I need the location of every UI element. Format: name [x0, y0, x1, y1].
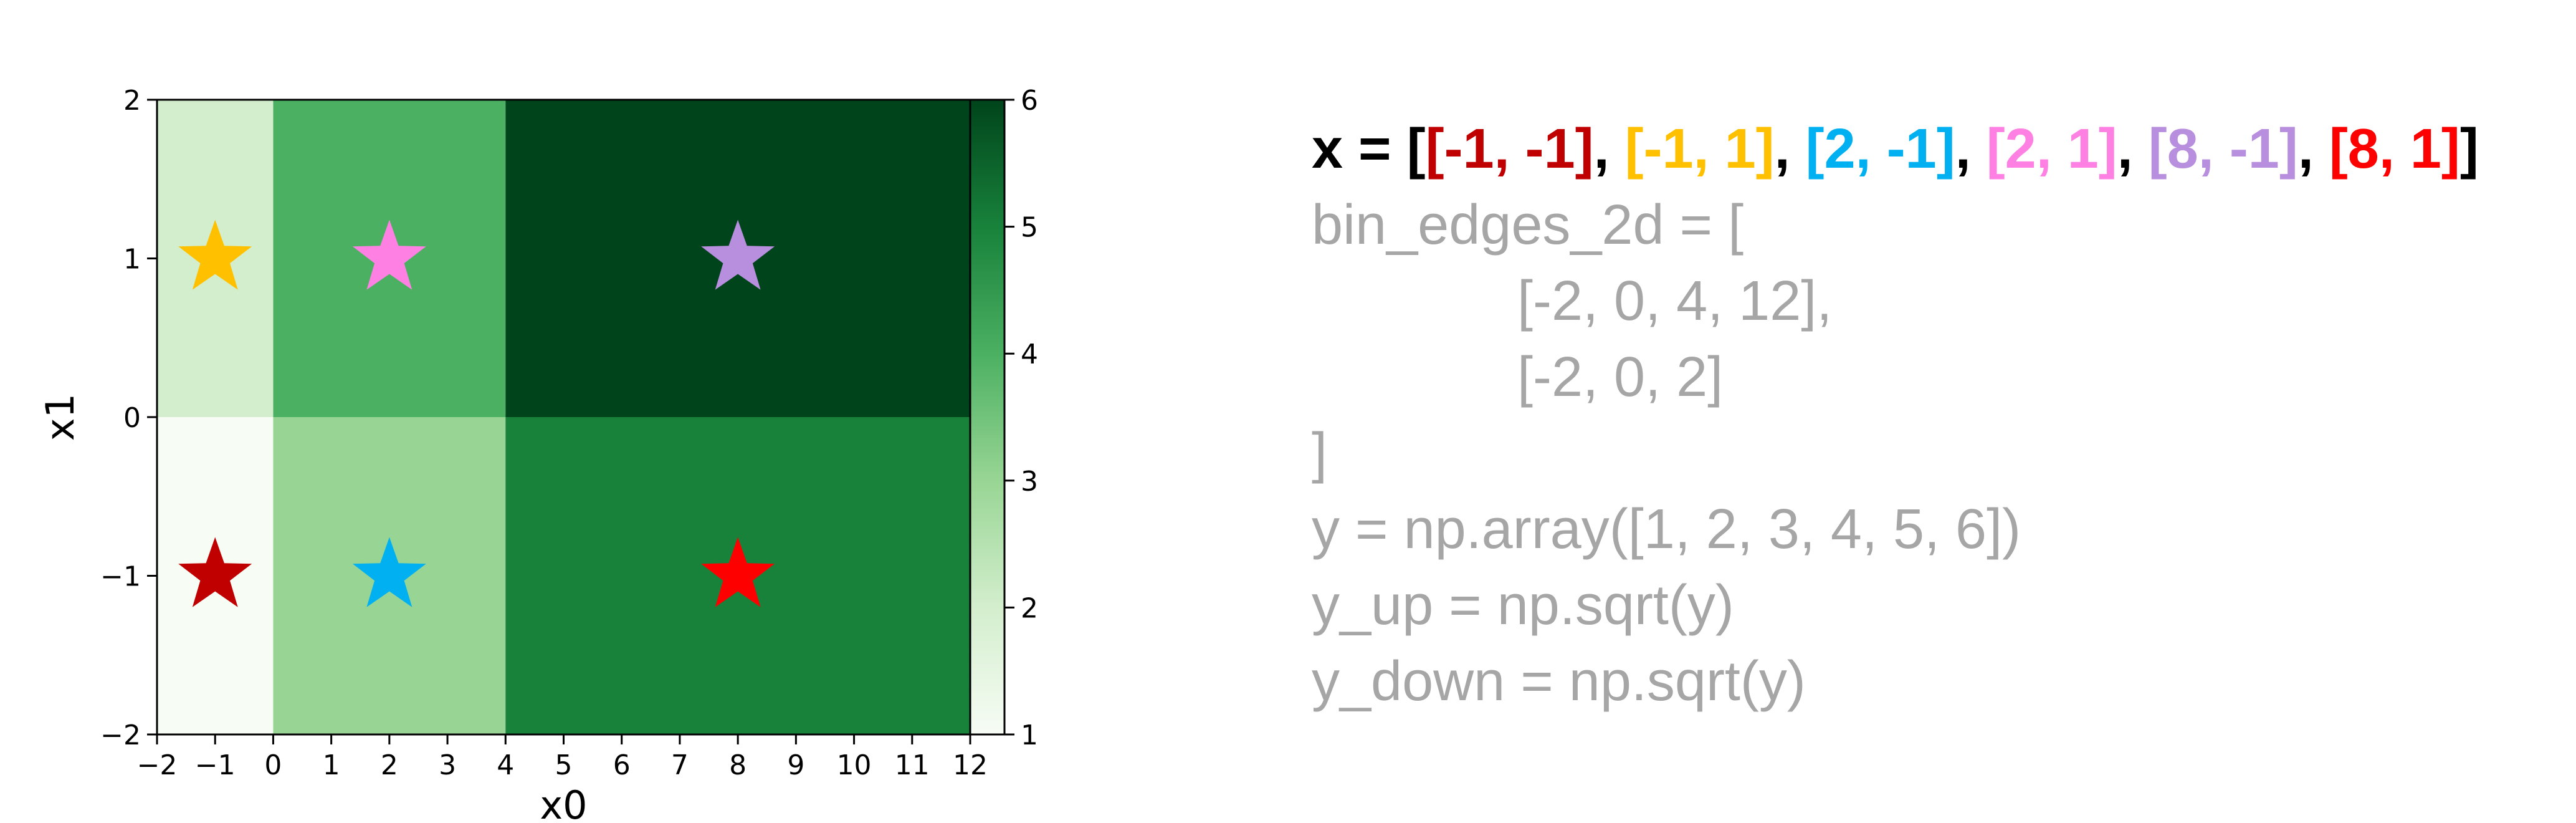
y-tick-label: −2	[100, 720, 141, 751]
x-tick-label: 2	[381, 749, 398, 781]
x-definition: x = [[-1, -1], [-1, 1], [2, -1], [2, 1],…	[1312, 111, 2570, 187]
x-axis-ticks: −2 −1 0 1 2 3 4 5 6 7 8 9 10 11 12	[137, 734, 988, 781]
x-tick-label: 0	[264, 749, 282, 781]
x-tick-label: 7	[671, 749, 689, 781]
colorbar-tick-label: 4	[1021, 339, 1038, 370]
x-tick-label: 9	[787, 749, 804, 781]
x-tick-label: 4	[497, 749, 514, 781]
x-definition-value: ,	[1955, 118, 1987, 180]
code-line-y-edges: [-2, 0, 2]	[1517, 346, 1724, 408]
x-definition-prefix: x = [	[1312, 118, 1426, 180]
heatmap-cells	[157, 100, 970, 734]
x-tick-label: 6	[613, 749, 631, 781]
x-definition-value: [-1, -1]	[1425, 118, 1594, 180]
colorbar-tick-label: 3	[1021, 466, 1038, 498]
star-marker	[701, 219, 775, 290]
star-marker	[352, 219, 426, 290]
x-tick-label: 3	[439, 749, 456, 781]
code-line-x-edges: [-2, 0, 4, 12],	[1517, 270, 1833, 332]
y-tick-label: 0	[123, 402, 141, 434]
colorbar	[969, 99, 1006, 736]
colorbar-tick-label: 1	[1021, 720, 1038, 751]
colorbar-tick-label: 2	[1021, 592, 1038, 624]
x-tick-label: 8	[729, 749, 747, 781]
x-definition-value: [2, 1]	[1986, 118, 2117, 180]
x-tick-label: 1	[323, 749, 340, 781]
star-marker	[701, 537, 775, 607]
y-tick-label: 1	[123, 244, 141, 276]
star-marker	[352, 537, 426, 607]
code-line-y-down: y_down = np.sqrt(y)	[1312, 650, 1806, 713]
x-definition-suffix: ]	[2459, 118, 2479, 180]
x-definition-value: ,	[2117, 118, 2149, 180]
x-tick-label: 11	[895, 749, 930, 781]
data-points	[178, 219, 775, 607]
star-marker	[178, 537, 252, 607]
y-axis-ticks: −2 −1 0 1 2	[100, 85, 157, 751]
colorbar-tick-label: 6	[1021, 85, 1038, 117]
code-line-y: y = np.array([1, 2, 3, 4, 5, 6])	[1312, 498, 2021, 561]
x-definition-values: [-1, -1], [-1, 1], [2, -1], [2, 1], [8, …	[1426, 118, 2460, 180]
x-tick-label: 5	[555, 749, 573, 781]
code-line-y-up: y_up = np.sqrt(y)	[1312, 574, 1734, 637]
x-definition-value: ,	[1774, 118, 1806, 180]
x-definition-value: [-1, 1]	[1624, 118, 1775, 180]
code-line-bin-edges: bin_edges_2d = [	[1312, 194, 1744, 256]
y-axis-label: x1	[37, 393, 83, 441]
colorbar-tick-label: 5	[1021, 212, 1038, 244]
y-tick-label: 2	[123, 85, 141, 117]
x-tick-label: −1	[195, 749, 236, 781]
code-line-close-bracket: ]	[1312, 422, 1328, 484]
x-definition-value: [2, -1]	[1805, 118, 1955, 180]
y-tick-label: −1	[100, 561, 141, 593]
x-tick-label: 12	[953, 749, 988, 781]
x-tick-label: 10	[837, 749, 872, 781]
x-definition-value: [8, -1]	[2148, 118, 2298, 180]
code-panel: x = [[-1, -1], [-1, 1], [2, -1], [2, 1],…	[1312, 111, 2570, 720]
colorbar-ticks: 1 2 3 4 5 6	[1004, 85, 1038, 751]
x-definition-value: [8, 1]	[2329, 118, 2460, 180]
star-marker	[178, 219, 252, 290]
x-definition-value: ,	[2297, 118, 2329, 180]
x-tick-label: −2	[137, 749, 178, 781]
x-axis-label: x0	[540, 782, 587, 823]
x-definition-value: ,	[1593, 118, 1625, 180]
